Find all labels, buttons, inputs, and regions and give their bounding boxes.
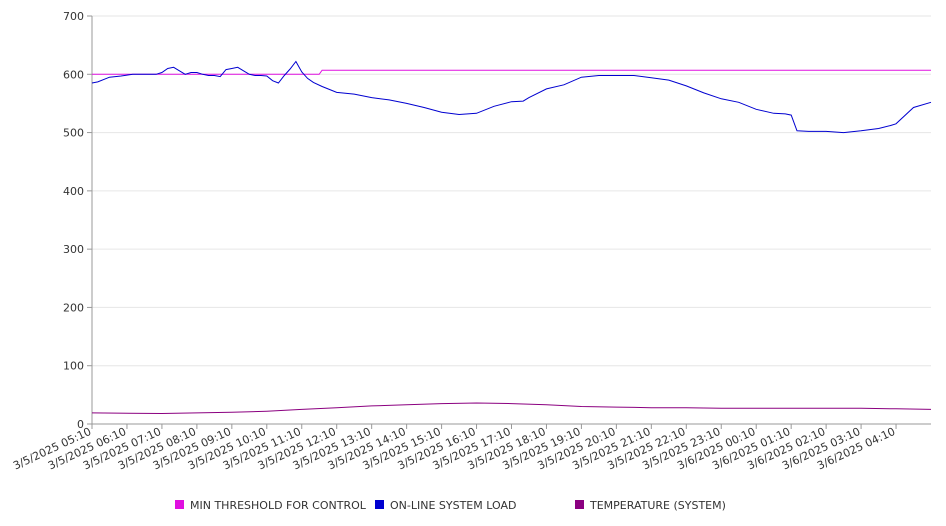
y-tick-label: 600	[63, 68, 84, 81]
x-axis-ticks: 3/5/2025 05:103/5/2025 06:103/5/2025 07:…	[11, 424, 897, 472]
legend-swatch	[375, 500, 384, 509]
legend-label: ON-LINE SYSTEM LOAD	[390, 499, 516, 512]
series-line-min-threshold-for-control	[92, 69, 931, 75]
legend-swatch	[575, 500, 584, 509]
y-tick-label: 200	[63, 301, 84, 314]
legend: MIN THRESHOLD FOR CONTROL ON-LINE SYSTEM …	[175, 499, 726, 512]
series-line-temperature-system	[91, 402, 932, 415]
y-tick-label: 0	[77, 418, 84, 431]
y-axis-ticks: 0 100 200 300 400 500 600 700	[63, 10, 92, 431]
y-tick-label: 300	[63, 243, 84, 256]
series-lines	[91, 60, 932, 415]
y-tick-label: 100	[63, 360, 84, 373]
axes	[91, 16, 931, 425]
series-line-on-line-system-load	[91, 60, 932, 134]
grid-lines	[92, 15, 931, 367]
y-tick-label: 700	[63, 10, 84, 23]
legend-label: TEMPERATURE (SYSTEM)	[589, 499, 726, 512]
y-tick-label: 400	[63, 185, 84, 198]
legend-label: MIN THRESHOLD FOR CONTROL	[190, 499, 367, 512]
legend-swatch	[175, 500, 184, 509]
y-tick-label: 500	[63, 127, 84, 140]
